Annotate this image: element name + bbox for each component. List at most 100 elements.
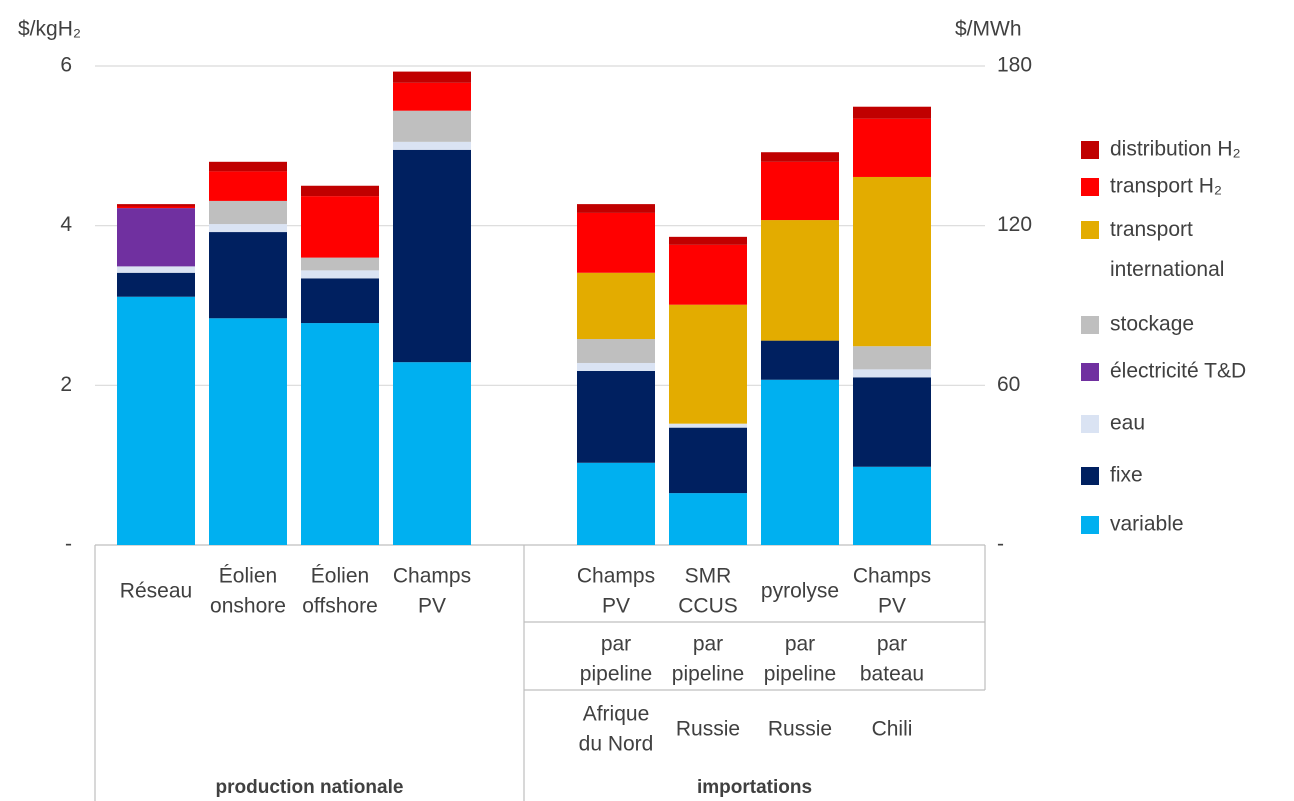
bar-segment (577, 212, 655, 273)
bar-segment (669, 236, 747, 245)
bar-segment (393, 82, 471, 111)
bar-segment (117, 266, 195, 273)
category-label: Afrique (583, 703, 650, 726)
bar-segment (301, 323, 379, 545)
bar-segment (669, 304, 747, 424)
y-tick-label: 4 (60, 213, 72, 236)
y2-axis-title: $/MWh (955, 18, 1022, 41)
bar-segment (577, 370, 655, 463)
legend-swatch (1081, 363, 1099, 381)
bar-segment (301, 270, 379, 279)
bar-segment (301, 196, 379, 258)
bar-segment (669, 427, 747, 494)
category-label: Champs (393, 565, 471, 588)
legend-label: transport international (1110, 218, 1224, 281)
category-label: bateau (860, 663, 924, 686)
category-label: pipeline (764, 663, 836, 686)
bar-segment (393, 362, 471, 545)
category-label: Éolien (311, 565, 369, 588)
bar-segment (853, 106, 931, 119)
bar-segment (117, 208, 195, 267)
legend-label-line: international (1110, 258, 1224, 281)
category-label: pyrolyse (761, 580, 839, 603)
bar-segment (577, 462, 655, 545)
category-label: par (601, 633, 631, 656)
bar-segment (117, 296, 195, 545)
bar-segment (853, 346, 931, 370)
y-tick-label: - (65, 533, 72, 556)
legend-label: stockage (1110, 313, 1194, 336)
bar-segment (117, 272, 195, 297)
bar-segment (761, 379, 839, 545)
category-label: PV (878, 595, 906, 618)
category-label: Éolien (219, 565, 277, 588)
category-label: Champs (853, 565, 931, 588)
legend-label: fixe (1110, 464, 1143, 487)
y2-tick-label: 120 (997, 213, 1032, 236)
bar-segment (301, 185, 379, 197)
bar-segment (117, 206, 195, 209)
category-label: Russie (768, 718, 832, 741)
group-label: production nationale (216, 777, 404, 798)
bar-segment (761, 152, 839, 162)
legend-swatch (1081, 221, 1099, 239)
bar-segment (209, 171, 287, 201)
bar-segment (301, 257, 379, 271)
bar-segment (301, 278, 379, 324)
legend-swatch (1081, 316, 1099, 334)
y2-tick-label: 180 (997, 54, 1032, 77)
bar-segment (577, 339, 655, 363)
legend-label: eau (1110, 412, 1145, 435)
category-label: Russie (676, 718, 740, 741)
legend-label: transport H₂ (1110, 175, 1222, 198)
category-label: Réseau (120, 580, 192, 603)
category-label: offshore (302, 595, 378, 618)
category-label: SMR (685, 565, 732, 588)
y-tick-label: 6 (60, 54, 72, 77)
bar-segment (853, 118, 931, 177)
category-label: par (877, 633, 907, 656)
bar-segment (209, 318, 287, 545)
category-label: du Nord (579, 733, 654, 756)
y-tick-label: 2 (60, 373, 72, 396)
bar-segment (393, 71, 471, 83)
bar-segment (761, 340, 839, 380)
bar-segment (761, 220, 839, 341)
bar-segment (393, 149, 471, 363)
category-label: pipeline (672, 663, 744, 686)
bar-segment (669, 493, 747, 545)
bar-segment (209, 161, 287, 172)
legend-label: électricité T&D (1110, 360, 1246, 383)
bar-segment (393, 141, 471, 150)
bar-segment (761, 161, 839, 221)
group-label: importations (697, 777, 812, 798)
bar-segment (669, 244, 747, 305)
bar-segment (117, 204, 195, 207)
legend-swatch (1081, 516, 1099, 534)
category-label: PV (602, 595, 630, 618)
y-axis-title: $/kgH₂ (18, 18, 81, 41)
legend-label: distribution H₂ (1110, 138, 1241, 161)
bar-segment (393, 110, 471, 142)
category-label: CCUS (678, 595, 738, 618)
legend-label: variable (1110, 513, 1184, 536)
category-label: par (693, 633, 723, 656)
category-label: Champs (577, 565, 655, 588)
legend-label-line: transport (1110, 218, 1199, 241)
category-label: Chili (872, 718, 913, 741)
bar-segment (853, 466, 931, 545)
legend-swatch (1081, 141, 1099, 159)
bar-segment (577, 362, 655, 371)
y2-tick-label: 60 (997, 373, 1020, 396)
legend-swatch (1081, 415, 1099, 433)
bar-segment (209, 200, 287, 225)
legend-swatch (1081, 467, 1099, 485)
category-label: PV (418, 595, 446, 618)
y2-tick-label: - (997, 533, 1004, 556)
bar-segment (209, 232, 287, 319)
bar-segment (577, 272, 655, 340)
category-label: pipeline (580, 663, 652, 686)
legend-swatch (1081, 178, 1099, 196)
bar-segment (853, 176, 931, 347)
